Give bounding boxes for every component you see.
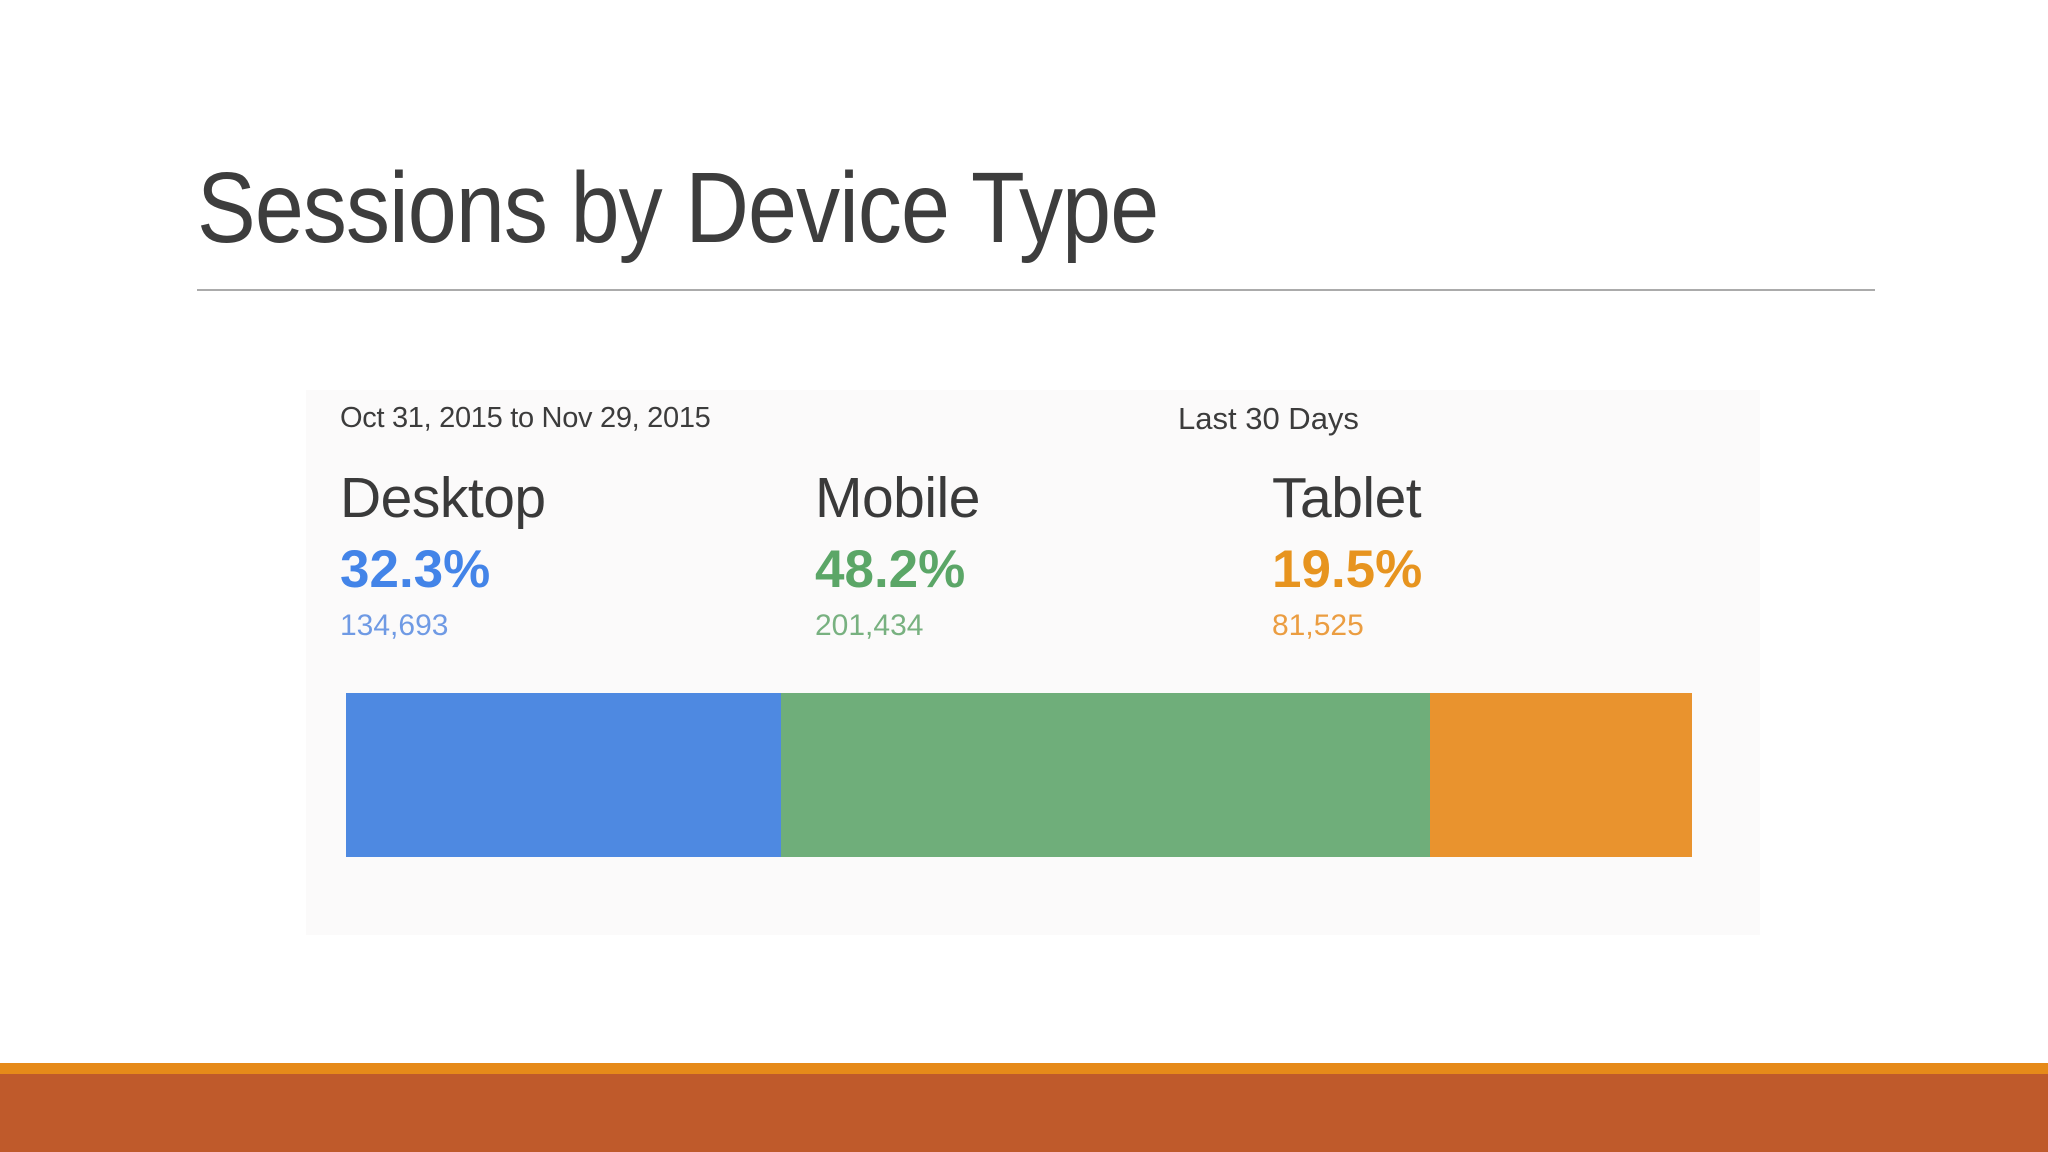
device-percent: 32.3% <box>340 540 491 599</box>
device-stat-tablet: Tablet 19.5% 81,525 <box>1272 470 1702 641</box>
device-session-count: 134,693 <box>340 609 449 642</box>
device-name: Tablet <box>1272 466 1422 530</box>
bottom-accent-strip <box>0 1063 2048 1074</box>
device-percent: 19.5% <box>1272 540 1423 599</box>
stacked-device-bar <box>346 693 1692 857</box>
bottom-accent-bar <box>0 1074 2048 1152</box>
device-stat-mobile: Mobile 48.2% 201,434 <box>815 470 1245 641</box>
title-divider <box>197 289 1875 291</box>
device-name: Desktop <box>340 466 546 530</box>
bar-segment-desktop <box>346 693 781 857</box>
device-name: Mobile <box>815 466 980 530</box>
bar-segment-tablet <box>1429 693 1692 857</box>
device-session-count: 201,434 <box>815 609 924 642</box>
device-percent: 48.2% <box>815 540 966 599</box>
device-session-count: 81,525 <box>1272 609 1364 642</box>
period-label: Last 30 Days <box>1178 401 1359 436</box>
bar-segment-mobile <box>780 693 1430 857</box>
slide-title: Sessions by Device Type <box>197 152 1159 264</box>
device-stat-desktop: Desktop 32.3% 134,693 <box>340 470 770 641</box>
date-range-label: Oct 31, 2015 to Nov 29, 2015 <box>340 402 711 434</box>
